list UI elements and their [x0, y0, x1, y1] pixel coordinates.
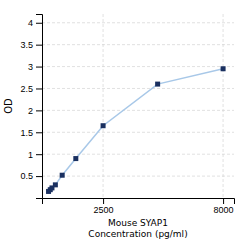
- y-tick-label: 0.5: [20, 171, 33, 181]
- y-tick: 1.5: [20, 128, 42, 138]
- grid-line-y: [42, 88, 234, 89]
- y-tick-mark: [36, 23, 42, 24]
- x-axis-title-line: Mouse SYAP1: [108, 218, 168, 228]
- grid-line-y: [42, 66, 234, 67]
- x-axis-line: [43, 199, 235, 205]
- y-tick-mark: [36, 67, 42, 68]
- grid-line-y: [42, 176, 234, 177]
- x-tick-mark: [103, 198, 104, 204]
- y-tick-label: 1.5: [20, 128, 33, 138]
- y-tick-label: 2.5: [20, 84, 33, 94]
- marker: [53, 182, 58, 187]
- x-axis: 2500 8000: [43, 198, 235, 215]
- x-tick: 2500: [94, 198, 114, 215]
- marker: [221, 66, 226, 71]
- y-tick: 0.5: [20, 171, 42, 181]
- grid: [42, 14, 234, 198]
- grid-line-x: [103, 14, 104, 198]
- marker: [155, 82, 160, 87]
- x-tick-mark: [223, 198, 224, 204]
- grid-line-y: [42, 22, 234, 23]
- x-tick: 8000: [214, 198, 234, 215]
- y-tick: 1: [28, 150, 42, 160]
- y-tick: 4: [28, 18, 42, 28]
- y-axis: 0.5 1 1.5 2 2.5 3 3.5 4: [20, 15, 42, 199]
- y-tick: 3.5: [20, 40, 42, 50]
- x-tick-label: 8000: [214, 205, 234, 215]
- y-tick: 2: [28, 106, 42, 116]
- y-tick-label: 3.5: [20, 40, 33, 50]
- y-tick: 2.5: [20, 84, 42, 94]
- marker: [73, 156, 78, 161]
- y-axis-line: [36, 15, 43, 199]
- x-axis-title: Mouse SYAP1Concentration (pg/ml): [88, 218, 187, 239]
- x-axis-title-line: Concentration (pg/ml): [88, 229, 187, 239]
- y-tick-label: 2: [28, 106, 33, 116]
- grid-line-y: [42, 44, 234, 45]
- grid-line-y: [42, 110, 234, 111]
- y-tick-mark: [36, 132, 42, 133]
- line: [49, 69, 224, 192]
- marker: [101, 123, 106, 128]
- y-axis-title: OD: [3, 98, 14, 114]
- y-tick-label: 3: [28, 62, 33, 72]
- y-tick-mark: [36, 45, 42, 46]
- grid-line-y: [42, 132, 234, 133]
- y-tick-mark: [36, 110, 42, 111]
- grid-line-y: [42, 154, 234, 155]
- plot: 2500 8000 0.5 1 1.5 2 2.5 3 3.5 4: [20, 14, 234, 215]
- y-tick-mark: [36, 176, 42, 177]
- y-tick-mark: [36, 154, 42, 155]
- y-tick-label: 4: [28, 18, 33, 28]
- marker: [60, 173, 65, 178]
- y-tick-mark: [36, 88, 42, 89]
- x-tick-label: 2500: [94, 205, 114, 215]
- y-tick-label: 1: [28, 150, 33, 160]
- grid-line-x: [223, 14, 224, 198]
- chart: 2500 8000 0.5 1 1.5 2 2.5 3 3.5 4 Mouse SYAP1Conce…: [0, 0, 250, 250]
- marks: [46, 66, 226, 194]
- y-tick: 3: [28, 62, 42, 72]
